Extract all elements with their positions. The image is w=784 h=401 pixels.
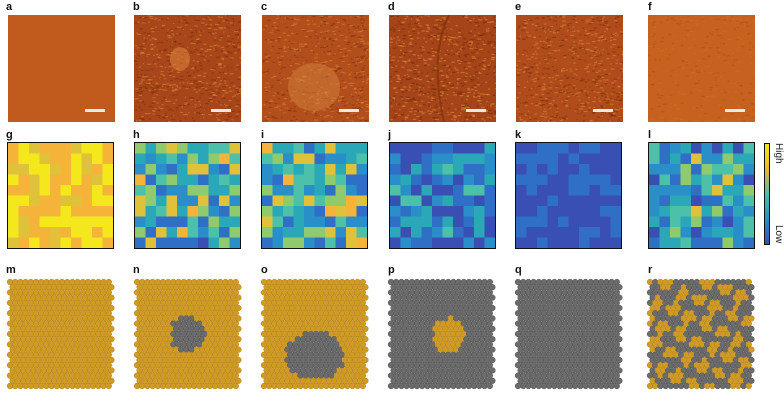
heatmap-j [389,142,496,249]
panel-label-k: k [515,129,522,141]
colorbar [764,143,770,245]
scale-bar [725,109,745,112]
afm-image-f [648,15,755,122]
panel-label-h: h [133,129,140,141]
panel-label-m: m [6,264,16,276]
heatmap-l [648,142,755,249]
panel-label-o: o [261,264,268,276]
atom-model-p [387,276,497,394]
panel-label-g: g [6,129,13,141]
panel-label-c: c [261,1,268,13]
panel-label-b: b [133,1,140,13]
afm-image-c [262,15,369,122]
atom-model-o [260,276,370,394]
afm-image-d [389,15,496,122]
panel-label-l: l [648,129,652,141]
afm-image-b [134,15,241,122]
colorbar-high-label: High [773,143,784,164]
panel-label-d: d [388,1,395,13]
panel-label-j: j [388,129,392,141]
panel-label-f: f [648,1,652,13]
afm-image-a [8,15,115,122]
atom-model-n [133,276,243,394]
panel-label-r: r [648,264,653,276]
heatmap-g [7,142,114,249]
heatmap-k [515,142,622,249]
panel-label-p: p [388,264,395,276]
panel-label-i: i [261,129,265,141]
scale-bar [339,109,359,112]
afm-image-e [516,15,623,122]
heatmap-i [261,142,368,249]
scale-bar [466,109,486,112]
panel-label-n: n [133,264,140,276]
atom-model-q [514,276,624,394]
atom-model-m [6,276,116,394]
scale-bar [211,109,231,112]
scale-bar [593,109,613,112]
atom-model-r [646,276,756,394]
colorbar-low-label: Low [773,225,784,244]
panel-label-q: q [515,264,522,276]
heatmap-h [134,142,241,249]
panel-label-a: a [6,1,13,13]
scale-bar [85,109,105,112]
panel-label-e: e [515,1,522,13]
